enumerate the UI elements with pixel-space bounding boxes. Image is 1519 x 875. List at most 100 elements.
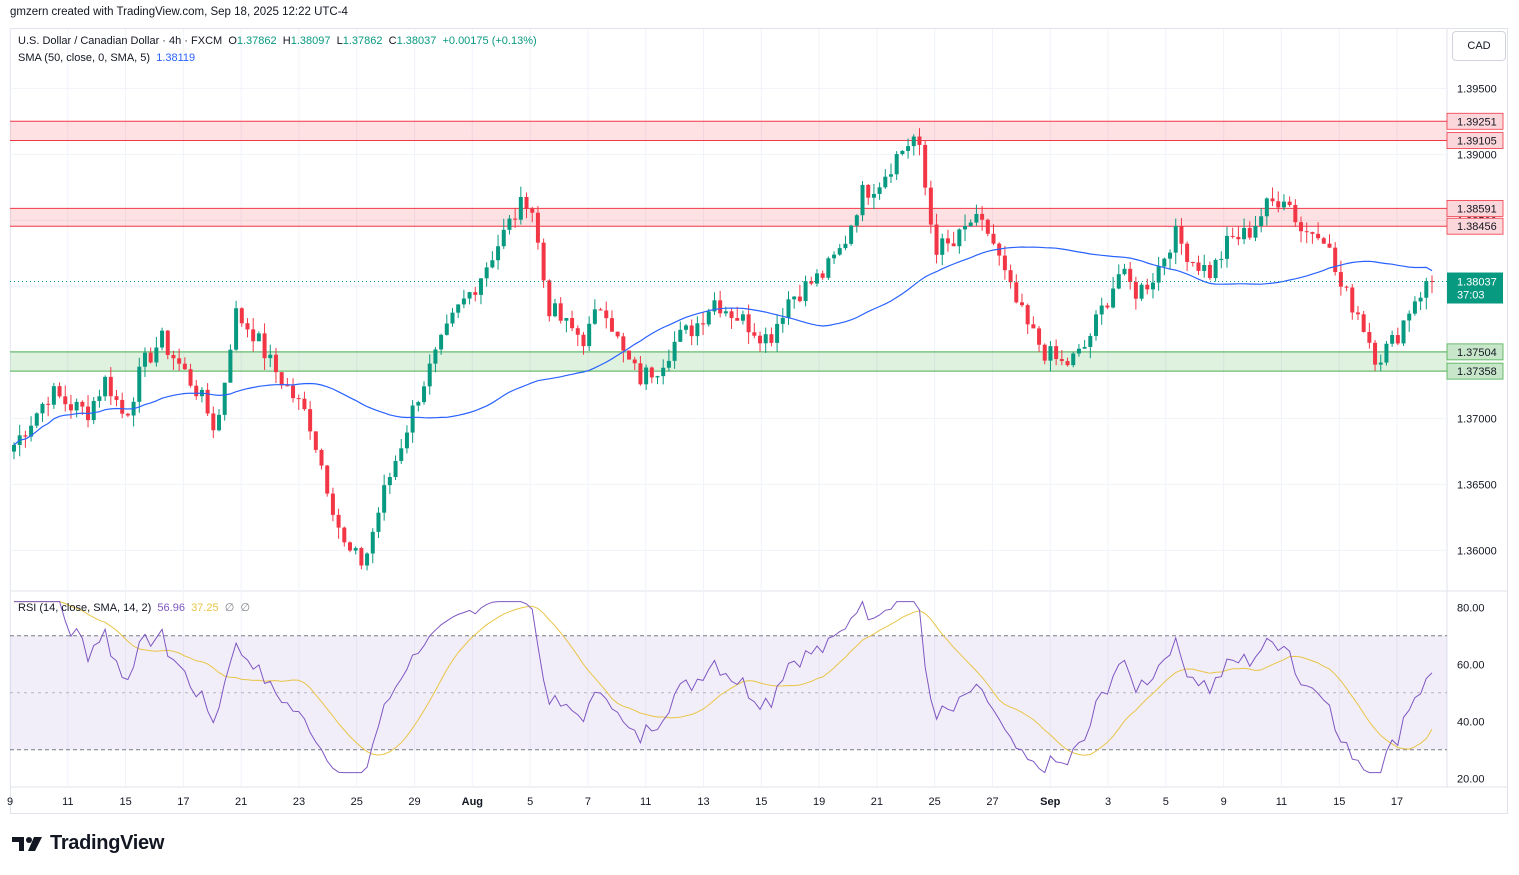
resistance-zone xyxy=(10,208,1447,227)
candle-body xyxy=(478,278,483,295)
candle-body xyxy=(906,146,911,151)
candle-body xyxy=(188,369,193,386)
candle-body xyxy=(1338,272,1343,287)
time-tick-label: 19 xyxy=(813,796,825,808)
candle-body xyxy=(211,413,216,431)
candle-body xyxy=(1002,255,1007,271)
candle-body xyxy=(353,548,358,551)
support-price-badge-label: 1.37358 xyxy=(1457,366,1497,378)
candle-body xyxy=(826,258,831,278)
candle-body xyxy=(740,314,745,321)
candle-body xyxy=(171,354,176,359)
candle-body xyxy=(598,309,603,311)
candle-body xyxy=(1088,335,1093,347)
candle-body xyxy=(114,396,119,400)
candle-body xyxy=(336,514,341,528)
candle-body xyxy=(900,150,905,155)
candle-body xyxy=(507,218,512,230)
candle-body xyxy=(63,396,68,405)
sma-line xyxy=(13,246,1433,446)
candle-body xyxy=(399,448,404,461)
time-tick-label: 27 xyxy=(986,796,998,808)
candle-body xyxy=(746,314,751,333)
candle-body xyxy=(849,225,854,244)
candle-body xyxy=(814,273,819,284)
candle-body xyxy=(752,332,757,336)
open-value: 1.37862 xyxy=(236,35,277,47)
candle-body xyxy=(1185,243,1190,262)
candle-body xyxy=(1224,235,1229,259)
time-tick-label: 11 xyxy=(640,796,651,808)
candle-body xyxy=(530,208,535,213)
candle-body xyxy=(177,358,182,364)
candle-body xyxy=(1219,258,1224,260)
candle-body xyxy=(51,386,56,405)
candle-body xyxy=(1202,264,1207,271)
candle-body xyxy=(410,405,415,433)
candle-body xyxy=(689,325,694,337)
candle-body xyxy=(837,248,842,255)
currency-button[interactable]: CAD xyxy=(1452,31,1506,61)
candle-body xyxy=(1361,314,1366,333)
candle-body xyxy=(1190,261,1195,263)
candle-body xyxy=(359,548,364,566)
candle-body xyxy=(1099,305,1104,315)
price-tick-label: 1.36000 xyxy=(1457,545,1497,557)
candle-body xyxy=(1350,287,1355,313)
candle-body xyxy=(120,399,125,414)
candle-body xyxy=(871,193,876,198)
time-tick-label: 15 xyxy=(1333,796,1345,808)
time-tick-label: 11 xyxy=(62,796,73,808)
candle-body xyxy=(615,331,620,337)
candle-body xyxy=(1145,284,1150,290)
last-price-badge xyxy=(1447,272,1503,304)
time-tick-label: Aug xyxy=(462,796,483,808)
candle-body xyxy=(980,213,985,220)
candle-body xyxy=(1247,227,1252,238)
candle-body xyxy=(928,187,933,225)
candle-body xyxy=(854,215,859,226)
candle-body xyxy=(108,376,113,397)
candle-body xyxy=(422,386,427,403)
candle-body xyxy=(245,323,250,330)
candle-body xyxy=(553,303,558,317)
low-value: 1.37862 xyxy=(342,35,383,47)
candle-body xyxy=(228,349,233,383)
candle-body xyxy=(1316,233,1321,239)
candle-body xyxy=(769,334,774,343)
candle-body xyxy=(1276,201,1281,208)
candle-body xyxy=(1264,198,1269,217)
candle-body xyxy=(1128,268,1133,282)
candle-body xyxy=(1236,236,1241,240)
candle-body xyxy=(165,330,170,355)
candle-body xyxy=(655,376,660,378)
resistance-price-badge xyxy=(1446,217,1504,235)
candle-body xyxy=(1230,235,1235,237)
candle-body xyxy=(296,398,301,400)
candle-body xyxy=(786,299,791,318)
candle-body xyxy=(609,318,614,332)
candle-body xyxy=(1156,266,1161,283)
candle-body xyxy=(957,229,962,247)
candle-body xyxy=(308,409,313,432)
tradingview-logo[interactable]: TradingView xyxy=(12,832,164,855)
candle-body xyxy=(404,432,409,449)
candle-body xyxy=(1014,282,1019,303)
candle-body xyxy=(342,527,347,543)
candle-body xyxy=(649,367,654,378)
candle-body xyxy=(535,212,540,243)
sma-label: SMA (50, close, 0, SMA, 5) xyxy=(18,52,151,64)
candle-body xyxy=(809,281,814,284)
candle-body xyxy=(541,242,546,281)
open-label: O xyxy=(228,35,237,47)
rsi-value: 56.96 xyxy=(157,602,185,614)
high-value: 1.38097 xyxy=(290,35,331,47)
resistance-price-badge xyxy=(1446,199,1504,217)
time-tick-label: 13 xyxy=(697,796,709,808)
candle-body xyxy=(365,553,370,566)
time-tick-label: 11 xyxy=(1276,796,1287,808)
rsi-band-background xyxy=(10,635,1447,750)
support-zone xyxy=(10,351,1447,372)
candle-body xyxy=(592,309,597,324)
